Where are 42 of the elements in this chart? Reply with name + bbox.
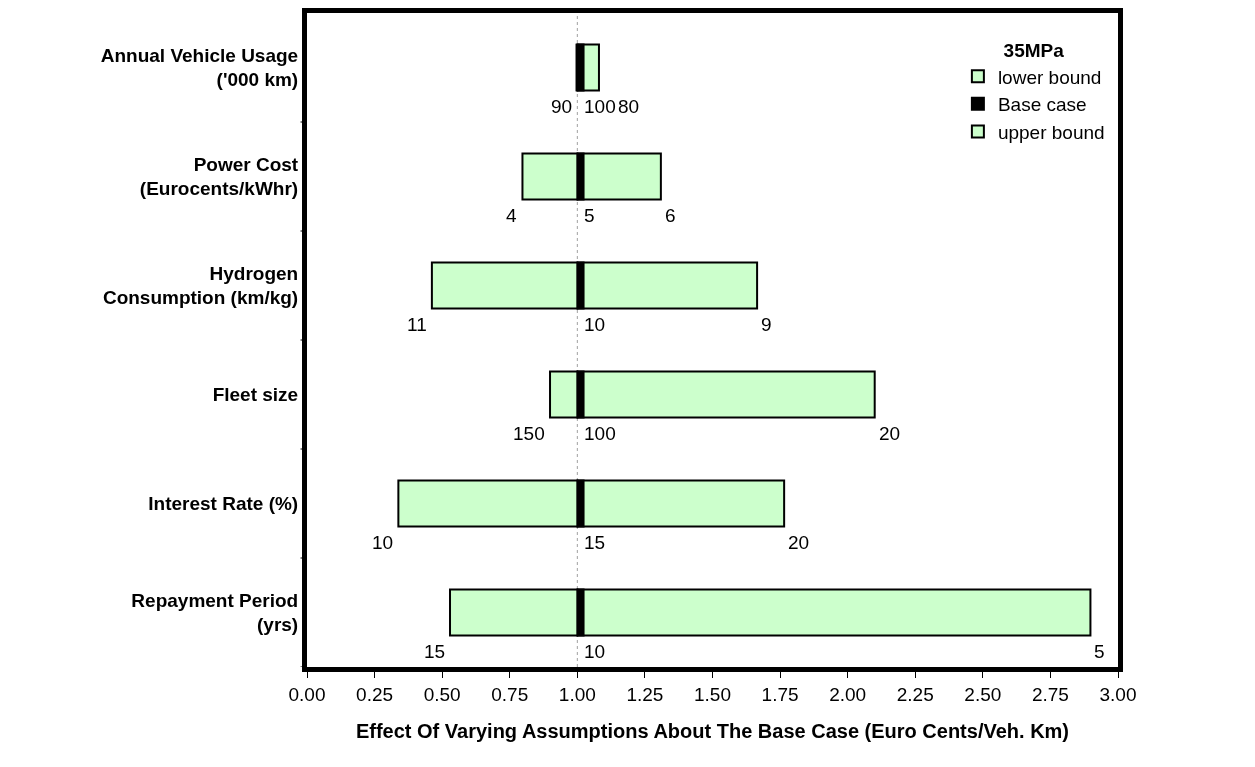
x-tick-label: 0.25 <box>356 683 394 705</box>
annotation: 20 <box>879 423 901 444</box>
legend-label: Base case <box>997 94 1087 116</box>
x-tick-label: 3.00 <box>1099 683 1137 705</box>
annotation: 150 <box>513 423 545 444</box>
annotation: 10 <box>584 641 606 662</box>
annotation: 4 <box>506 205 517 226</box>
annotation: 9 <box>761 314 772 335</box>
legend-label: upper bound <box>997 121 1105 143</box>
annotation: 80 <box>618 96 640 117</box>
x-tick-label: 2.00 <box>829 683 867 705</box>
y-tick-label: Power Cost (Eurocents/kWhr) <box>139 153 299 200</box>
x-tick-label: 1.25 <box>626 683 664 705</box>
x-tick-label: 1.75 <box>761 683 799 705</box>
x-tick-label: 2.25 <box>896 683 934 705</box>
y-tick-label: Repayment Period (yrs) <box>131 589 299 636</box>
annotation: 90 <box>551 96 573 117</box>
annotation: 100 <box>584 96 616 117</box>
x-tick-label: 1.00 <box>558 683 596 705</box>
legend-label: lower bound <box>997 66 1102 88</box>
y-tick-label: Annual Vehicle Usage ('000 km) <box>100 44 299 91</box>
x-tick-label: 0.50 <box>423 683 461 705</box>
x-tick-label: 0.00 <box>288 683 326 705</box>
annotation: 100 <box>584 423 616 444</box>
annotation: 5 <box>584 205 595 226</box>
annotation: 6 <box>665 205 676 226</box>
legend-title: 35MPa <box>1003 40 1065 62</box>
annotation: 5 <box>1094 641 1105 662</box>
annotation: 11 <box>407 314 427 335</box>
x-tick-label: 2.75 <box>1031 683 1069 705</box>
x-tick-label: 0.75 <box>491 683 529 705</box>
y-tick-label: Hydrogen Consumption (km/kg) <box>102 262 299 309</box>
annotation: 15 <box>424 641 446 662</box>
y-tick-label: Fleet size <box>212 384 299 406</box>
y-tick-label: Interest Rate (%) <box>148 493 299 515</box>
x-tick-label: 2.50 <box>964 683 1002 705</box>
annotation: 10 <box>372 532 394 553</box>
annotation: 20 <box>788 532 810 553</box>
annotation: 15 <box>584 532 606 553</box>
annotation: 10 <box>584 314 606 335</box>
x-tick-label: 1.50 <box>694 683 731 705</box>
x-axis-title: Effect Of Varying Assumptions About The Base Case (Euro Cents/Veh. Km) <box>355 720 1070 743</box>
